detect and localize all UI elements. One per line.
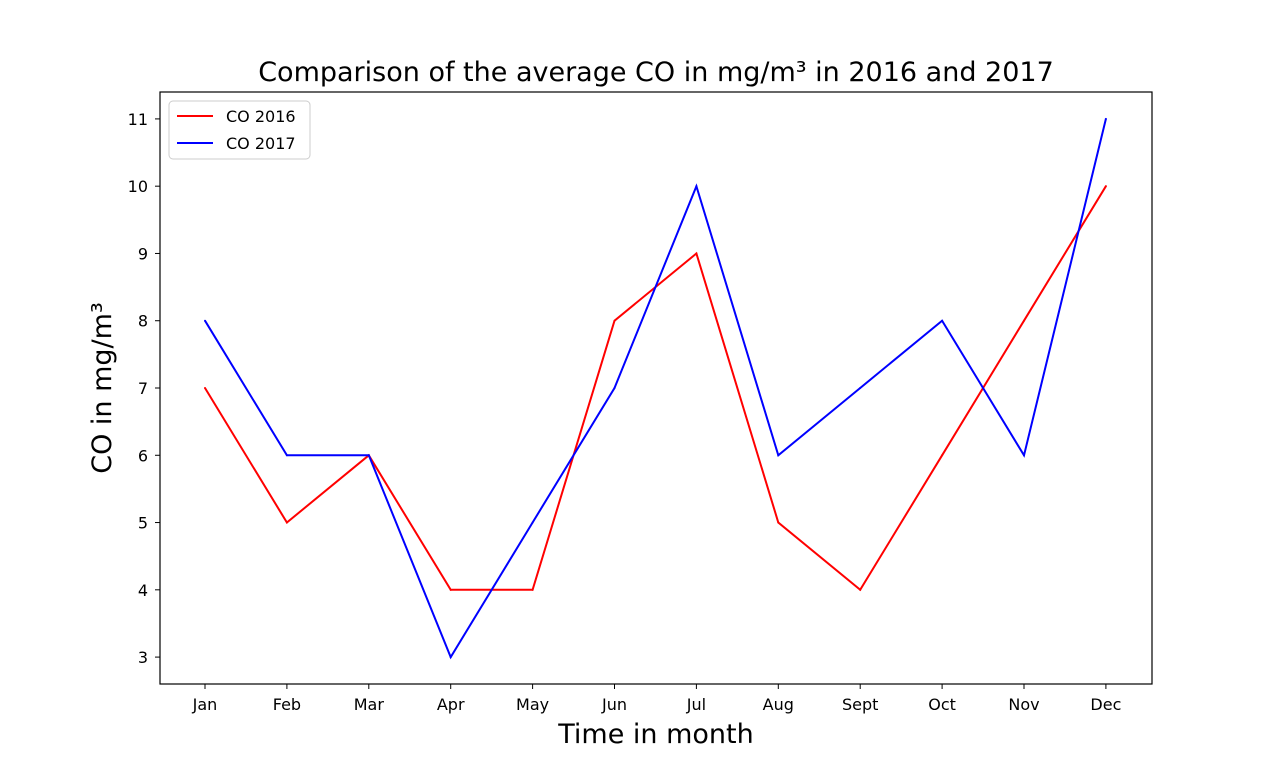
x-tick-label-nov: Nov [1008,695,1039,714]
x-tick-label-sept: Sept [842,695,878,714]
x-tick-label-dec: Dec [1090,695,1121,714]
data-point-co-2017-jul [695,185,698,188]
series-line-co-2016 [204,185,1107,592]
data-point-co-2017-mar [367,454,370,457]
data-point-co-2016-aug [777,521,780,524]
series-layer [204,117,1107,660]
data-point-co-2017-apr [449,656,452,659]
plot-frame [159,91,1153,685]
data-point-co-2017-jan [204,319,206,322]
y-tick-label-9: 9 [138,244,148,263]
series-line-co-2017 [204,118,1107,660]
data-point-co-2016-jul [695,252,698,255]
y-tick-label-11: 11 [128,110,148,129]
chart-title: Comparison of the average CO in mg/m³ in… [258,57,1054,88]
y-axis-title: CO in mg/m³ [87,302,118,474]
x-tick-label-jan: Jan [192,695,218,714]
data-point-co-2017-oct [941,319,944,322]
x-tick-label-mar: Mar [354,695,385,714]
y-tick-label-5: 5 [138,514,148,533]
x-axis: Jan Feb Mar Apr May Jun Jul Aug Sept Oct Nov Dec [192,684,1121,714]
data-point-co-2016-jan [204,387,206,389]
x-axis-title: Time in month [557,719,754,750]
y-axis: 3 4 5 6 7 8 9 10 11 [128,110,160,667]
x-tick-label-jun: Jun [601,695,627,714]
data-point-co-2017-may [531,521,534,524]
data-point-co-2017-sept [859,387,862,389]
data-point-co-2016-sept [859,588,862,591]
data-point-co-2017-aug [777,454,780,457]
x-tick-label-oct: Oct [928,695,956,714]
data-point-co-2016-oct [941,454,944,457]
data-point-co-2016-nov [1023,319,1025,322]
data-point-co-2017-dec [1104,117,1107,120]
data-point-co-2016-may [531,588,534,591]
x-tick-label-apr: Apr [437,695,465,714]
data-point-co-2017-nov [1023,454,1025,457]
y-tick-label-4: 4 [138,581,148,600]
x-tick-label-aug: Aug [763,695,794,714]
data-point-co-2017-feb [285,454,288,457]
y-tick-label-7: 7 [138,379,148,398]
y-tick-label-3: 3 [138,648,148,667]
x-tick-label-may: May [516,695,549,714]
y-tick-label-8: 8 [138,312,148,331]
legend-label-co-2016: CO 2016 [226,107,296,126]
y-tick-label-10: 10 [128,177,148,196]
legend: CO 2016 CO 2017 [168,100,311,160]
data-point-co-2016-feb [285,521,288,524]
legend-label-co-2017: CO 2017 [226,134,296,153]
data-point-co-2016-apr [449,588,452,591]
x-tick-label-feb: Feb [273,695,301,714]
y-tick-label-6: 6 [138,446,148,465]
data-point-co-2017-jun [613,387,616,389]
x-tick-label-jul: Jul [686,695,706,714]
data-point-co-2016-jun [613,319,616,322]
data-point-co-2016-dec [1104,185,1107,188]
